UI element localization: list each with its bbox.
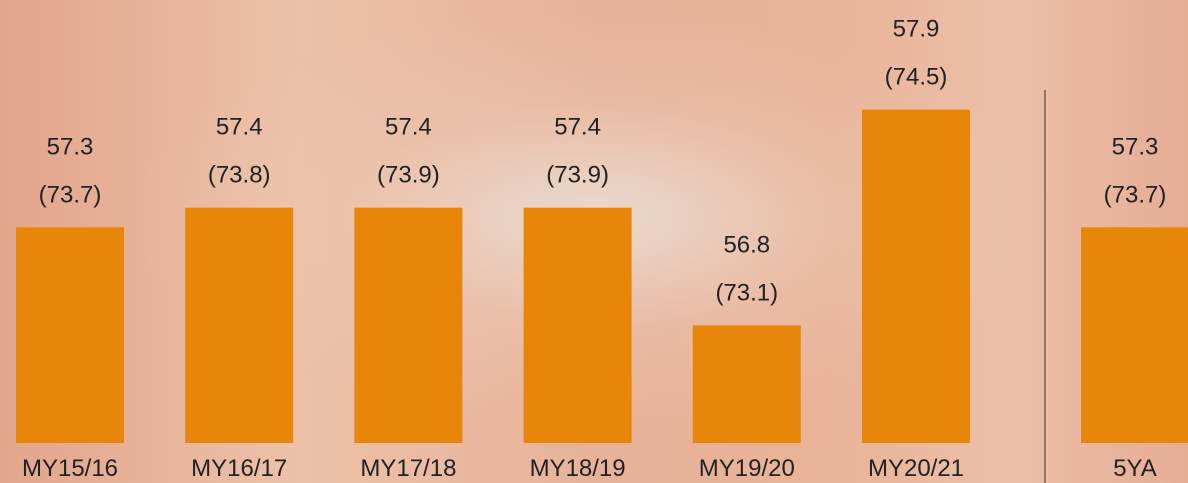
alt-value-label: (73.9) — [546, 162, 609, 189]
bar — [862, 109, 970, 443]
bar — [692, 325, 801, 443]
bar — [523, 207, 632, 443]
alt-value-label: (73.1) — [715, 279, 778, 306]
value-label: 57.3 — [47, 133, 94, 160]
alt-value-label: (74.5) — [885, 64, 948, 91]
value-label: 57.3 — [1112, 133, 1159, 160]
x-tick-label: MY16/17 — [191, 455, 287, 482]
alt-value-label: (73.7) — [1104, 181, 1167, 208]
bar — [185, 207, 294, 443]
bar — [354, 207, 463, 443]
value-label: 57.4 — [554, 114, 601, 141]
x-tick-label: 5YA — [1113, 455, 1157, 482]
x-tick-label: MY19/20 — [699, 455, 795, 482]
bar — [1081, 227, 1188, 443]
x-tick-label: MY20/21 — [868, 455, 964, 482]
x-tick-label: MY18/19 — [530, 455, 626, 482]
alt-value-label: (73.7) — [39, 181, 102, 208]
value-label: 56.8 — [723, 231, 770, 258]
bar — [16, 227, 124, 443]
value-label: 57.4 — [385, 114, 432, 141]
value-label: 57.9 — [893, 16, 940, 43]
alt-value-label: (73.9) — [377, 162, 440, 189]
x-tick-label: MY17/18 — [360, 455, 456, 482]
value-label: 57.4 — [216, 114, 263, 141]
x-tick-label: MY15/16 — [22, 455, 118, 482]
alt-value-label: (73.8) — [208, 162, 271, 189]
